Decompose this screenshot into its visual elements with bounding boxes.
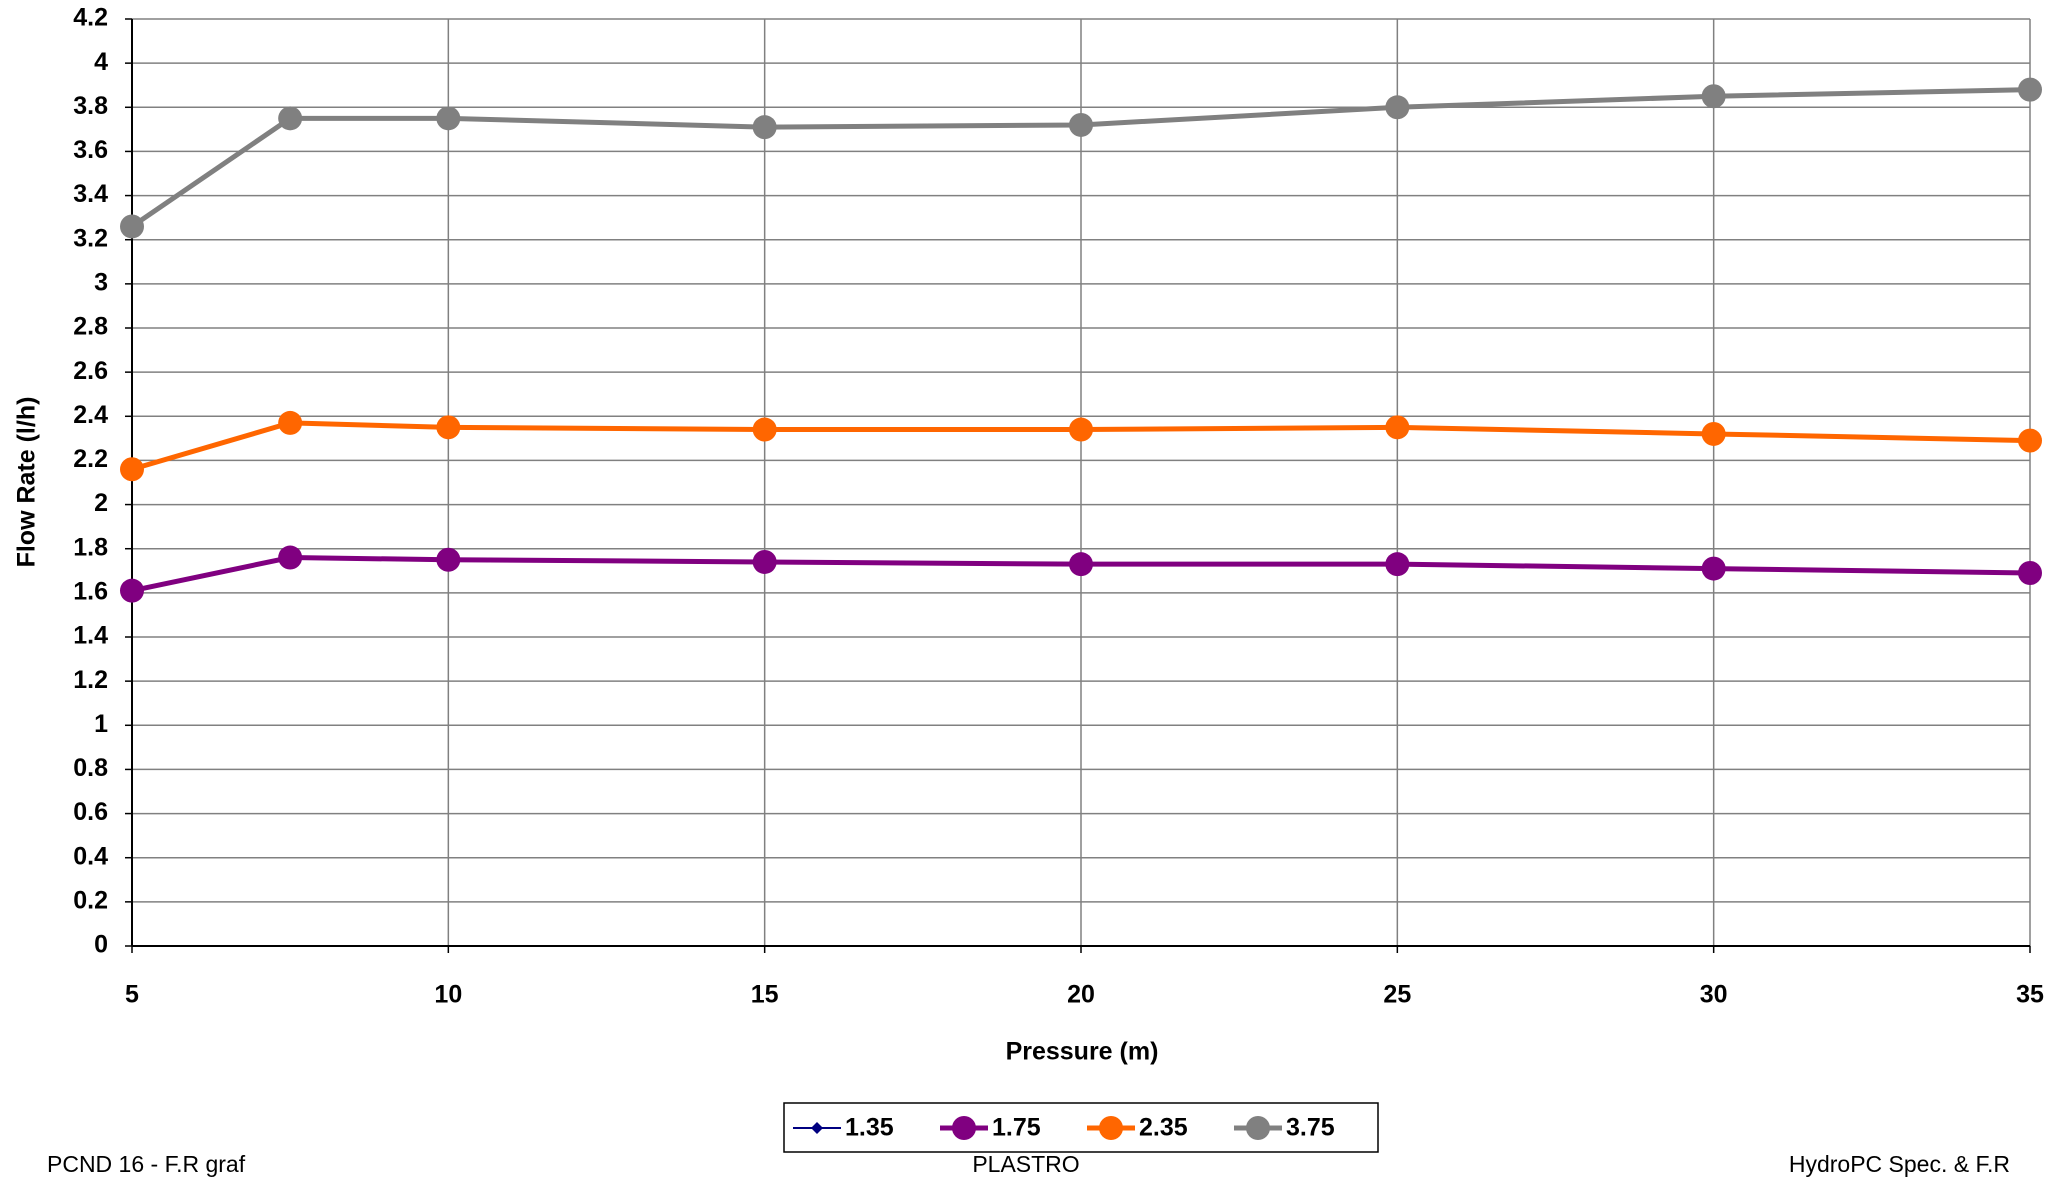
y-tick-label: 3.2: [73, 224, 108, 252]
data-point: [752, 549, 777, 574]
data-point: [1069, 112, 1093, 137]
data-point: [436, 106, 461, 131]
x-tick-label: 5: [125, 981, 139, 1009]
legend-label: 2.35: [1139, 1114, 1188, 1142]
y-tick-label: 0.4: [73, 842, 108, 870]
x-tick-label: 15: [751, 981, 779, 1009]
x-tick-label: 30: [1700, 981, 1728, 1009]
y-tick-label: 1.6: [73, 577, 108, 605]
y-tick-label: 2.8: [73, 313, 108, 341]
y-tick-label: 0.8: [73, 754, 108, 782]
data-point: [1701, 84, 1726, 109]
series-line: [131, 555, 2031, 594]
data-point: [436, 547, 461, 572]
x-tick-label: 20: [1067, 981, 1095, 1009]
data-point: [120, 457, 144, 482]
legend-marker: [952, 1116, 976, 1140]
y-tick-label: 2: [94, 489, 108, 517]
x-tick-label: 35: [2016, 981, 2044, 1009]
data-point: [278, 410, 303, 435]
y-tick-label: 3.8: [73, 92, 108, 120]
data-point: [120, 214, 144, 239]
y-tick-label: 1.8: [73, 533, 108, 561]
data-point: [436, 415, 461, 440]
data-point: [1385, 415, 1410, 440]
data-point: [1701, 556, 1726, 581]
y-tick-label: 1.2: [73, 666, 108, 694]
y-tick-label: 2.4: [73, 401, 108, 429]
data-point: [2018, 428, 2042, 453]
y-tick-label: 2.6: [73, 357, 108, 385]
y-tick-label: 3: [94, 268, 108, 296]
data-point: [1385, 552, 1410, 577]
data-point: [752, 417, 777, 442]
data-point: [120, 578, 144, 603]
data-point: [1069, 417, 1093, 442]
y-tick-label: 2.2: [73, 445, 108, 473]
footer-center: PLASTRO: [972, 1151, 1079, 1177]
footer-right: HydroPC Spec. & F.R: [1789, 1151, 2010, 1177]
x-tick-label: 10: [434, 981, 462, 1009]
y-tick-label: 1.4: [73, 622, 108, 650]
legend-marker: [811, 1122, 823, 1134]
footer-left: PCND 16 - F.R graf: [47, 1151, 246, 1177]
series-line: [131, 420, 2031, 472]
x-axis-title: Pressure (m): [1006, 1038, 1159, 1066]
y-tick-label: 0.2: [73, 886, 108, 914]
data-point: [1701, 421, 1726, 446]
y-tick-label: 3.6: [73, 136, 108, 164]
y-axis-title: Flow Rate (l/h): [13, 397, 41, 568]
y-tick-label: 3.4: [73, 180, 108, 208]
data-point: [2018, 560, 2042, 585]
data-point: [278, 545, 303, 570]
y-tick-label: 1: [94, 710, 108, 738]
legend-label: 1.35: [845, 1114, 894, 1142]
data-point: [752, 115, 777, 140]
data-point: [2018, 77, 2042, 102]
y-tick-label: 0: [94, 931, 108, 959]
x-tick-label: 25: [1383, 981, 1411, 1009]
legend-marker: [1246, 1116, 1270, 1140]
data-point: [1069, 552, 1093, 577]
legend-label: 1.75: [992, 1114, 1041, 1142]
y-tick-label: 4.2: [73, 4, 108, 32]
legend-marker: [1099, 1116, 1123, 1140]
data-point: [278, 106, 303, 131]
series-line: [130, 87, 2031, 229]
y-tick-label: 0.6: [73, 798, 108, 826]
legend-label: 3.75: [1286, 1114, 1335, 1142]
y-tick-label: 4: [94, 48, 108, 76]
data-point: [1385, 95, 1410, 120]
